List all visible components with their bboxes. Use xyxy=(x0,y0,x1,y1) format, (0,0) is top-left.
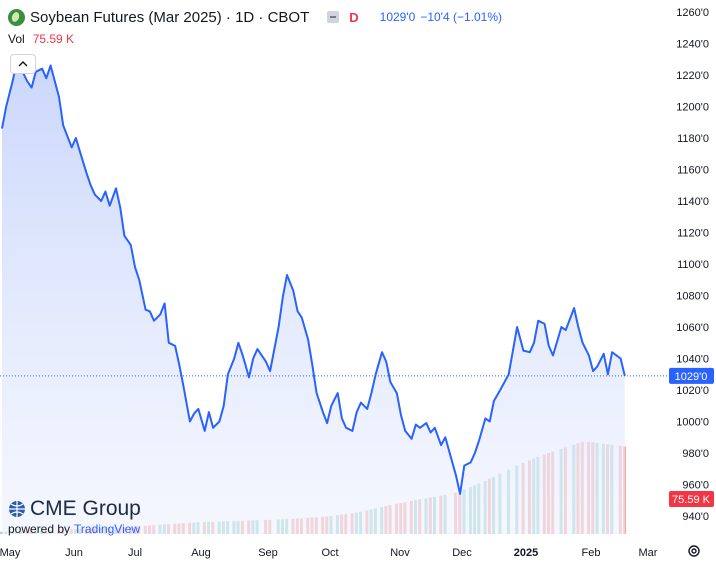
interval-flag: D xyxy=(349,9,359,25)
volume-value: 75.59 K xyxy=(32,32,75,46)
y-tick-label: 960'0 xyxy=(682,480,709,492)
cme-globe-icon xyxy=(9,501,25,517)
price-change: −10'4 (−1.01%) xyxy=(420,10,503,24)
y-tick-label: 1120'0 xyxy=(677,228,709,240)
x-tick-label: Jul xyxy=(128,547,142,559)
soybean-logo-icon xyxy=(8,8,25,26)
y-tick-label: 1140'0 xyxy=(677,196,709,208)
last-price-badge: 1029'0 xyxy=(675,371,708,383)
y-tick-label: 1080'0 xyxy=(676,291,709,303)
x-tick-label: Oct xyxy=(321,547,338,559)
y-tick-label: 980'0 xyxy=(682,448,709,460)
y-tick-label: 1180'0 xyxy=(677,133,709,145)
y-tick-label: 1220'0 xyxy=(676,70,709,82)
y-tick-label: 1100'0 xyxy=(677,259,709,271)
tradingview-link[interactable]: TradingView xyxy=(74,522,141,536)
chevron-up-icon xyxy=(18,61,28,67)
x-tick-label: Dec xyxy=(452,547,472,559)
last-price: 1029'0 xyxy=(379,10,416,24)
x-tick-label: Aug xyxy=(191,547,211,559)
y-tick-label: 1040'0 xyxy=(676,354,709,366)
y-tick-label: 1060'0 xyxy=(676,322,709,334)
minus-icon[interactable] xyxy=(327,11,340,23)
chart-header: Soybean Futures (Mar 2025) · 1D · CBOT D… xyxy=(8,7,502,27)
collapse-legend-button[interactable] xyxy=(10,54,36,74)
cme-branding[interactable]: CME Group powered by TradingView xyxy=(8,497,141,536)
y-tick-label: 1240'0 xyxy=(676,39,709,51)
y-tick-label: 940'0 xyxy=(682,511,709,523)
y-tick-label: 1160'0 xyxy=(677,165,709,177)
volume-legend: Vol 75.59 K xyxy=(8,32,74,46)
y-tick-label: 1000'0 xyxy=(676,417,709,429)
x-axis: May Jun Jul Aug Sep Oct Nov Dec 2025 Feb Mar xyxy=(0,547,658,559)
x-tick-label: Feb xyxy=(582,547,601,559)
last-price-badge-bg xyxy=(669,367,714,384)
volume-label: Vol xyxy=(8,32,25,46)
chart-title: Soybean Futures (Mar 2025) · 1D · CBOT xyxy=(30,8,310,26)
axis-badges: 1029'0 75.59 K xyxy=(669,367,714,507)
y-tick-label: 1200'0 xyxy=(676,102,709,114)
price-line xyxy=(1,61,626,495)
x-tick-label: May xyxy=(0,547,21,559)
price-area xyxy=(2,62,625,535)
x-tick-label: Jun xyxy=(65,547,83,559)
x-tick-label: 2025 xyxy=(514,547,538,559)
volume-badge-bg xyxy=(669,491,714,507)
brand-name: CME Group xyxy=(30,497,141,520)
y-tick-label: 1020'0 xyxy=(676,385,709,397)
settings-gear-icon[interactable] xyxy=(687,544,701,558)
y-tick-label: 1260'0 xyxy=(676,7,709,19)
volume-badge: 75.59 K xyxy=(672,494,711,506)
y-axis: 1260'0 1240'0 1220'0 1200'0 1180'0 1160'0 1140… xyxy=(676,7,709,523)
x-tick-label: Nov xyxy=(390,547,410,559)
powered-by-label: powered by xyxy=(8,522,71,536)
volume-bar xyxy=(0,531,4,534)
x-tick-label: Sep xyxy=(258,547,278,559)
x-tick-label: Mar xyxy=(639,547,658,559)
